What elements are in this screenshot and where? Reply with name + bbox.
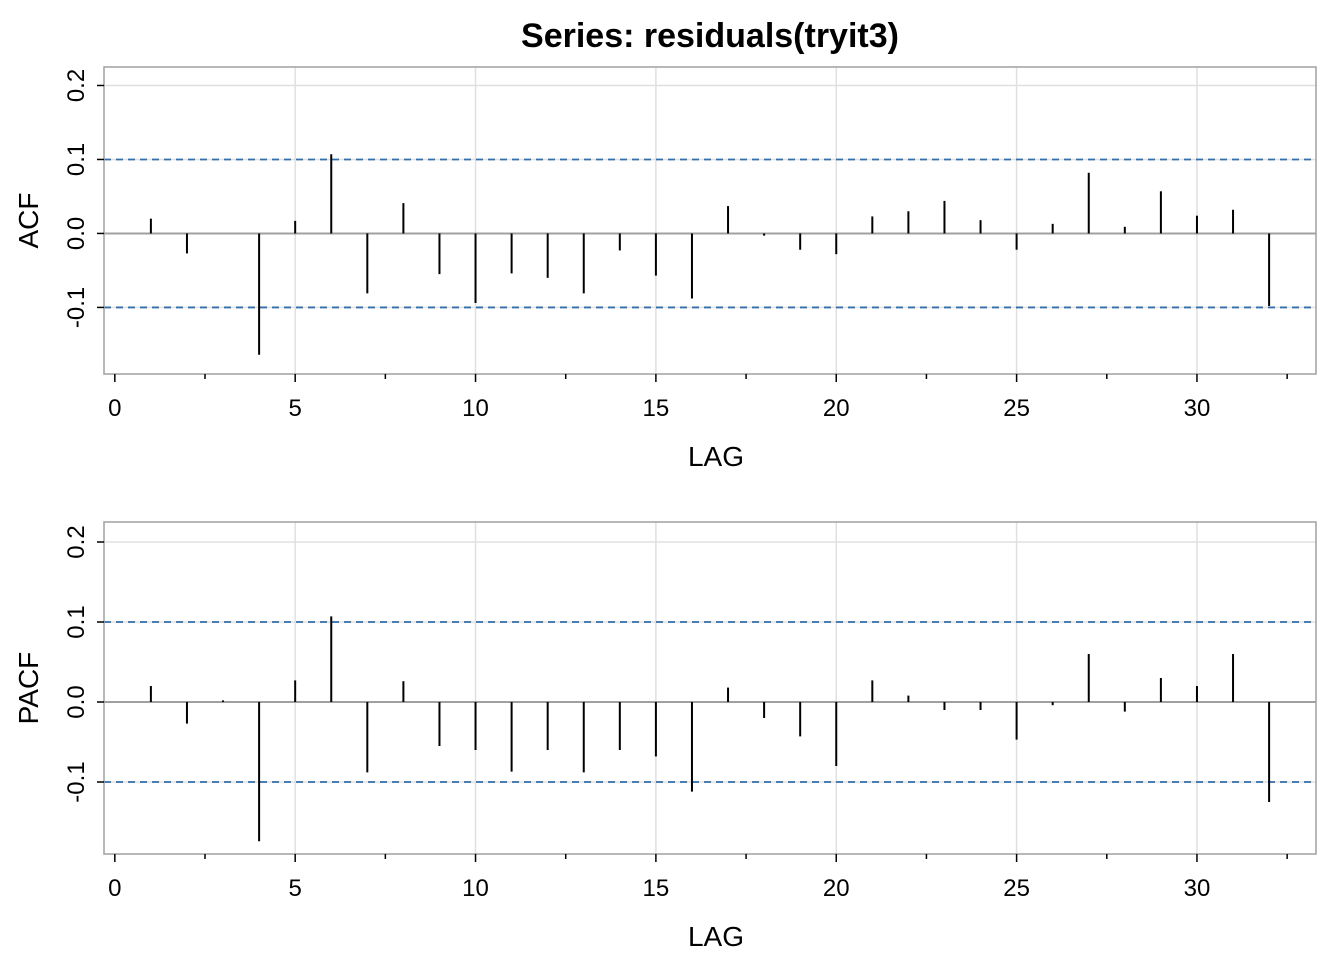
- x-tick-label: 5: [288, 875, 301, 902]
- x-axis-title: LAG: [688, 441, 744, 472]
- pacf-panel: 0 5 10 15 20 25 30 -0.1 0.0 0.1 0.2 LAG PACF: [13, 521, 1317, 952]
- x-tick-label: 10: [462, 395, 489, 422]
- chart-title: Series: residuals(tryit3): [521, 17, 899, 55]
- y-tick-label: 0.2: [63, 525, 90, 558]
- x-tick-label: 25: [1003, 875, 1030, 902]
- y-tick-label: 0.2: [63, 69, 90, 102]
- x-tick-label: 0: [108, 875, 121, 902]
- y-tick-label: 0.0: [63, 217, 90, 250]
- y-tick-label: -0.1: [63, 761, 90, 802]
- x-tick-label: 15: [643, 875, 670, 902]
- plot-frame: [103, 66, 1317, 375]
- y-tick-label: -0.1: [63, 287, 90, 328]
- x-tick-label: 10: [462, 875, 489, 902]
- x-tick-label: 20: [823, 875, 850, 902]
- y-tick-label: 0.1: [63, 605, 90, 638]
- x-tick-label: 5: [288, 395, 301, 422]
- x-tick-label: 0: [108, 395, 121, 422]
- x-axis-title: LAG: [688, 921, 744, 952]
- plot-frame: [103, 521, 1317, 855]
- x-tick-label: 30: [1184, 395, 1211, 422]
- y-tick-label: 0.0: [63, 685, 90, 718]
- x-tick-label: 15: [643, 395, 670, 422]
- y-axis-title: PACF: [13, 652, 44, 725]
- acf-panel: 0 5 10 15 20 25 30 -0.1 0.0 0.1 0.2 LAG ACF: [13, 66, 1317, 472]
- x-tick-label: 25: [1003, 395, 1030, 422]
- x-tick-label: 20: [823, 395, 850, 422]
- y-tick-label: 0.1: [63, 143, 90, 176]
- y-axis-title: ACF: [13, 193, 44, 249]
- x-tick-label: 30: [1184, 875, 1211, 902]
